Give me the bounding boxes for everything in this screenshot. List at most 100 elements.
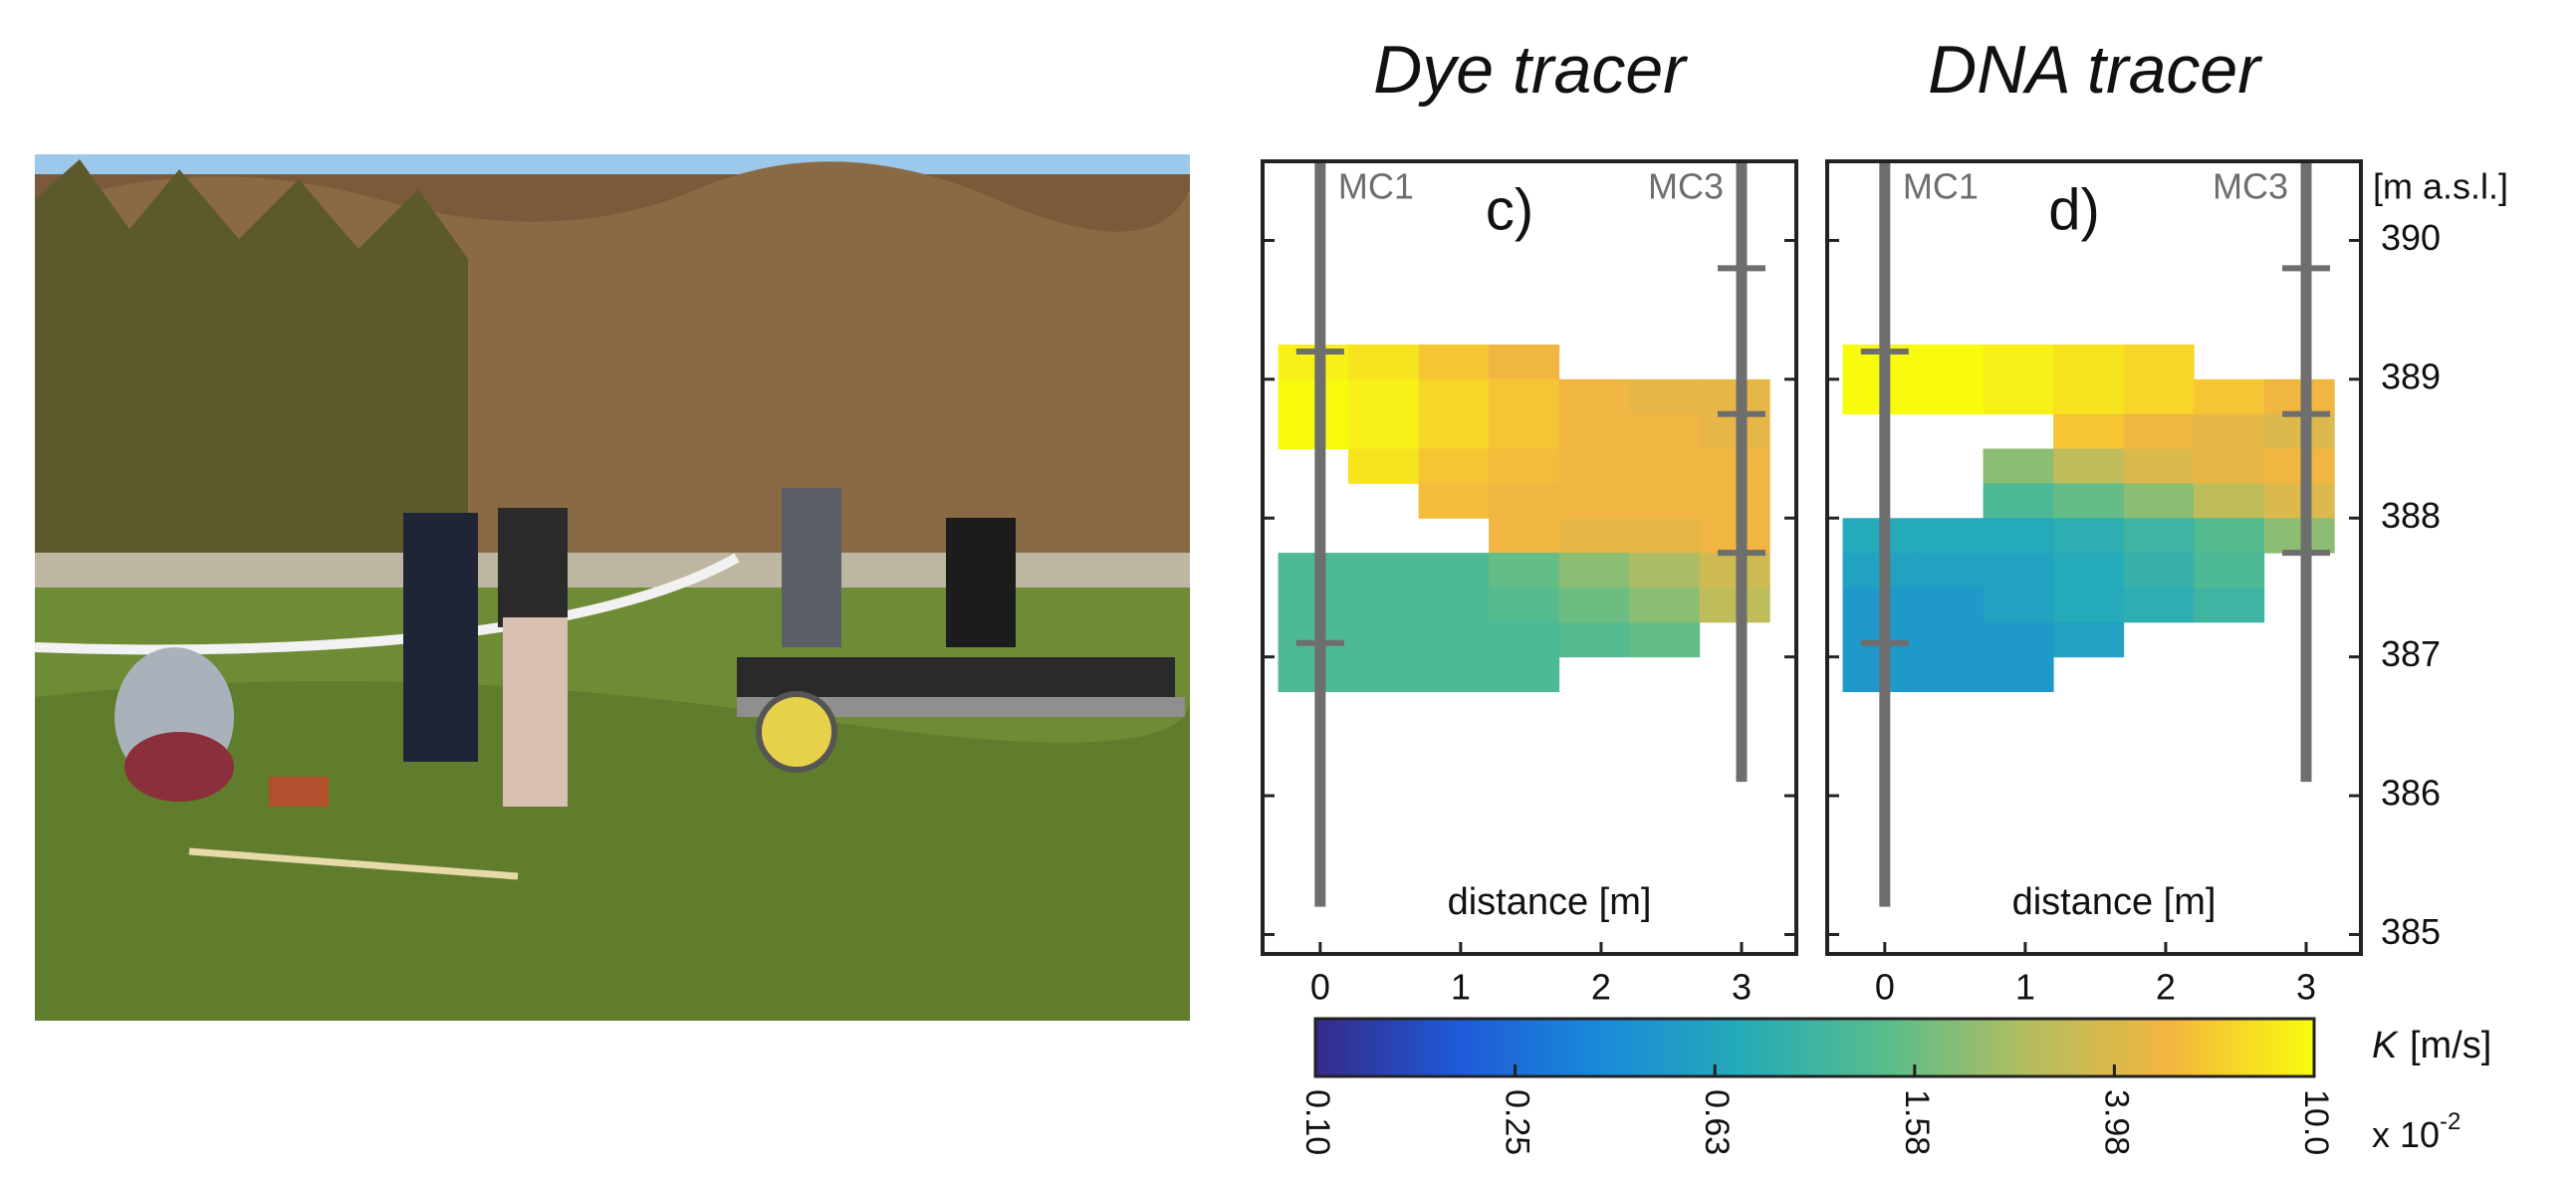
borehole-label: MC1 <box>1338 166 1414 207</box>
heat-cell <box>2123 378 2195 415</box>
heat-cell <box>1489 378 1560 415</box>
heat-cell <box>1629 413 1701 450</box>
heat-cell <box>1278 413 1349 450</box>
heat-cell <box>1558 483 1630 519</box>
heat-cell <box>2123 345 2195 380</box>
heat-cell <box>2053 378 2125 415</box>
heat-cell <box>1983 345 2054 380</box>
heat-cell <box>1913 378 1985 415</box>
multiplier-exponent: -2 <box>2440 1108 2460 1135</box>
colorbar-tick-label: 1.58 <box>1898 1089 1936 1155</box>
heat-cell <box>1842 587 1914 623</box>
heat-cell <box>1983 483 2054 519</box>
heat-cell <box>1699 587 1770 623</box>
heat-cell <box>2194 553 2265 589</box>
heat-cell <box>1348 345 1420 380</box>
x-tick-label: 3 <box>2296 967 2316 1008</box>
heat-cell <box>1558 413 1630 450</box>
heat-cell <box>2123 413 2195 450</box>
heat-cell <box>2194 483 2265 519</box>
heat-cell <box>2123 587 2195 623</box>
heat-cell <box>1418 656 1490 693</box>
heat-cell <box>2053 587 2125 623</box>
heat-cell <box>2053 621 2125 658</box>
heat-cell <box>1489 483 1560 519</box>
panel-title: DNA tracer <box>1928 32 2262 108</box>
heat-cell <box>1699 448 1770 484</box>
heat-cell <box>1842 656 1914 693</box>
heat-cell <box>2263 448 2335 484</box>
heat-cell <box>1913 518 1985 554</box>
x-tick-label: 1 <box>2015 967 2035 1008</box>
heat-cell <box>1983 448 2054 484</box>
heat-cell <box>1842 553 1914 589</box>
heat-cell <box>2194 413 2265 450</box>
heat-cell <box>1699 413 1770 450</box>
heat-cell <box>1489 553 1560 589</box>
x-axis-label: distance [m] <box>2012 881 2217 923</box>
panel-title: Dye tracer <box>1373 32 1688 108</box>
y-tick-label: 390 <box>2381 217 2441 258</box>
heat-cell <box>1348 413 1420 450</box>
heat-cell <box>1558 378 1630 415</box>
heat-cell <box>1348 621 1420 658</box>
heat-cell <box>1489 448 1560 484</box>
heat-cell <box>1278 378 1349 415</box>
heat-cell <box>2194 448 2265 484</box>
heat-cell <box>2263 378 2335 415</box>
heat-cell <box>1699 378 1770 415</box>
heat-cell <box>2263 483 2335 519</box>
heat-cell <box>2053 518 2125 554</box>
heat-cell <box>1418 448 1490 484</box>
heat-cell <box>1489 518 1560 554</box>
heat-cell <box>2053 345 2125 380</box>
heat-cell <box>2123 448 2195 484</box>
heat-cell <box>1418 587 1490 623</box>
colorbar-symbol: K <box>2372 1025 2399 1066</box>
x-tick-label: 0 <box>1875 967 1895 1008</box>
heat-cell <box>1489 345 1560 380</box>
colorbar <box>1313 1017 2316 1078</box>
borehole-label: MC1 <box>1903 166 1979 207</box>
panel-label: d) <box>2048 177 2100 242</box>
heat-cell <box>2263 518 2335 554</box>
heat-cell <box>1348 656 1420 693</box>
heat-cell <box>2123 518 2195 554</box>
heat-cell <box>1629 587 1701 623</box>
heat-cell <box>1913 587 1985 623</box>
heat-cell <box>1842 378 1914 415</box>
heat-cell <box>1348 587 1420 623</box>
colorbar-tick-label: 0.63 <box>1698 1089 1736 1155</box>
x-tick-label: 2 <box>2156 967 2176 1008</box>
heat-cell <box>2123 553 2195 589</box>
heat-cell <box>1348 553 1420 589</box>
heat-cell <box>1983 587 2054 623</box>
colorbar-tick-label: 3.98 <box>2097 1089 2135 1155</box>
x-axis-label: distance [m] <box>1448 881 1652 923</box>
heat-cell <box>2053 448 2125 484</box>
heat-cell <box>1629 483 1701 519</box>
heat-cell <box>1489 656 1560 693</box>
heat-cell <box>2123 483 2195 519</box>
heat-cell <box>1983 518 2054 554</box>
heat-cell <box>2053 553 2125 589</box>
heat-cell <box>1983 656 2054 693</box>
heat-cell <box>2194 587 2265 623</box>
y-tick-label: 389 <box>2381 355 2441 396</box>
heat-cell <box>1699 553 1770 589</box>
panel-frame <box>1261 159 1798 956</box>
heat-cell <box>1699 483 1770 519</box>
heat-cell <box>1418 345 1490 380</box>
colorbar-unit: [m/s] <box>2410 1025 2491 1066</box>
heat-cell <box>1913 553 1985 589</box>
borehole-label: MC3 <box>2213 166 2288 207</box>
heat-cell <box>1418 378 1490 415</box>
heat-cell <box>2194 378 2265 415</box>
heat-cell <box>1489 413 1560 450</box>
heat-cell <box>1489 587 1560 623</box>
field-photo <box>34 154 1191 1021</box>
multiplier-base: x 10 <box>2372 1114 2440 1155</box>
heat-cell <box>1629 448 1701 484</box>
